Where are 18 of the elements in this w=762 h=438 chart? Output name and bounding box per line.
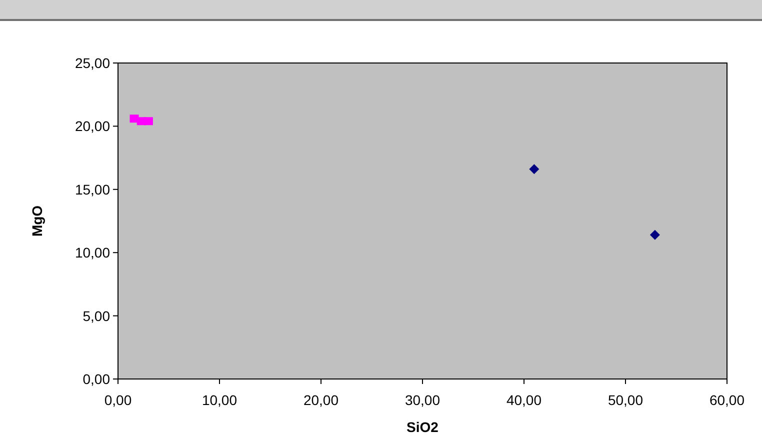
y-tick-label: 10,00 <box>74 244 110 261</box>
x-tick-label: 30,00 <box>404 392 440 408</box>
point <box>650 230 660 240</box>
x-tick-label: 40,00 <box>506 392 542 408</box>
y-tick-label: 15,00 <box>74 181 110 198</box>
y-tick-label: 0,00 <box>82 371 110 387</box>
x-tick-label: 60,00 <box>709 392 745 408</box>
y-tick-label: 20,00 <box>74 118 110 134</box>
x-tick-label: 10,00 <box>202 392 238 408</box>
y-axis-title: MgO <box>29 205 45 237</box>
y-tick-label: 5,00 <box>82 308 110 324</box>
x-tick-label: 20,00 <box>303 392 339 408</box>
y-tick-label: 25,00 <box>74 55 110 71</box>
point <box>529 164 540 174</box>
x-tick-label: 0,00 <box>104 392 132 408</box>
x-tick-label: 50,00 <box>608 392 644 408</box>
point <box>144 117 153 126</box>
x-axis-title: SiO2 <box>406 419 439 435</box>
